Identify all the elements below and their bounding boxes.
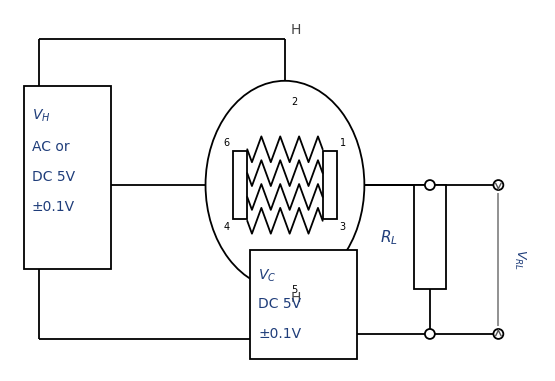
Text: H: H [291, 291, 301, 305]
Text: $V_C$: $V_C$ [258, 267, 276, 284]
Text: 1: 1 [340, 138, 346, 148]
Text: ±0.1V: ±0.1V [32, 200, 75, 214]
Text: 2: 2 [291, 97, 297, 107]
Text: H: H [291, 23, 301, 37]
Text: $V_H$: $V_H$ [32, 107, 51, 124]
Text: $R_L$: $R_L$ [380, 228, 398, 247]
Bar [414, 185, 446, 289]
Circle shape [493, 329, 503, 339]
Text: AC or: AC or [32, 140, 69, 154]
Text: 6: 6 [223, 138, 229, 148]
Bar [24, 86, 111, 269]
Ellipse shape [205, 81, 365, 289]
Text: DC 5V: DC 5V [258, 297, 301, 311]
Bar [322, 151, 336, 219]
Circle shape [493, 180, 503, 190]
Text: 5: 5 [291, 285, 297, 295]
Circle shape [425, 329, 435, 339]
Text: $V_{RL}$: $V_{RL}$ [512, 249, 527, 270]
Text: 4: 4 [223, 222, 229, 232]
Text: 3: 3 [340, 222, 346, 232]
Circle shape [425, 180, 435, 190]
Text: ±0.1V: ±0.1V [258, 327, 301, 341]
Text: DC 5V: DC 5V [32, 170, 75, 184]
Bar [233, 151, 247, 219]
Bar [250, 250, 357, 359]
